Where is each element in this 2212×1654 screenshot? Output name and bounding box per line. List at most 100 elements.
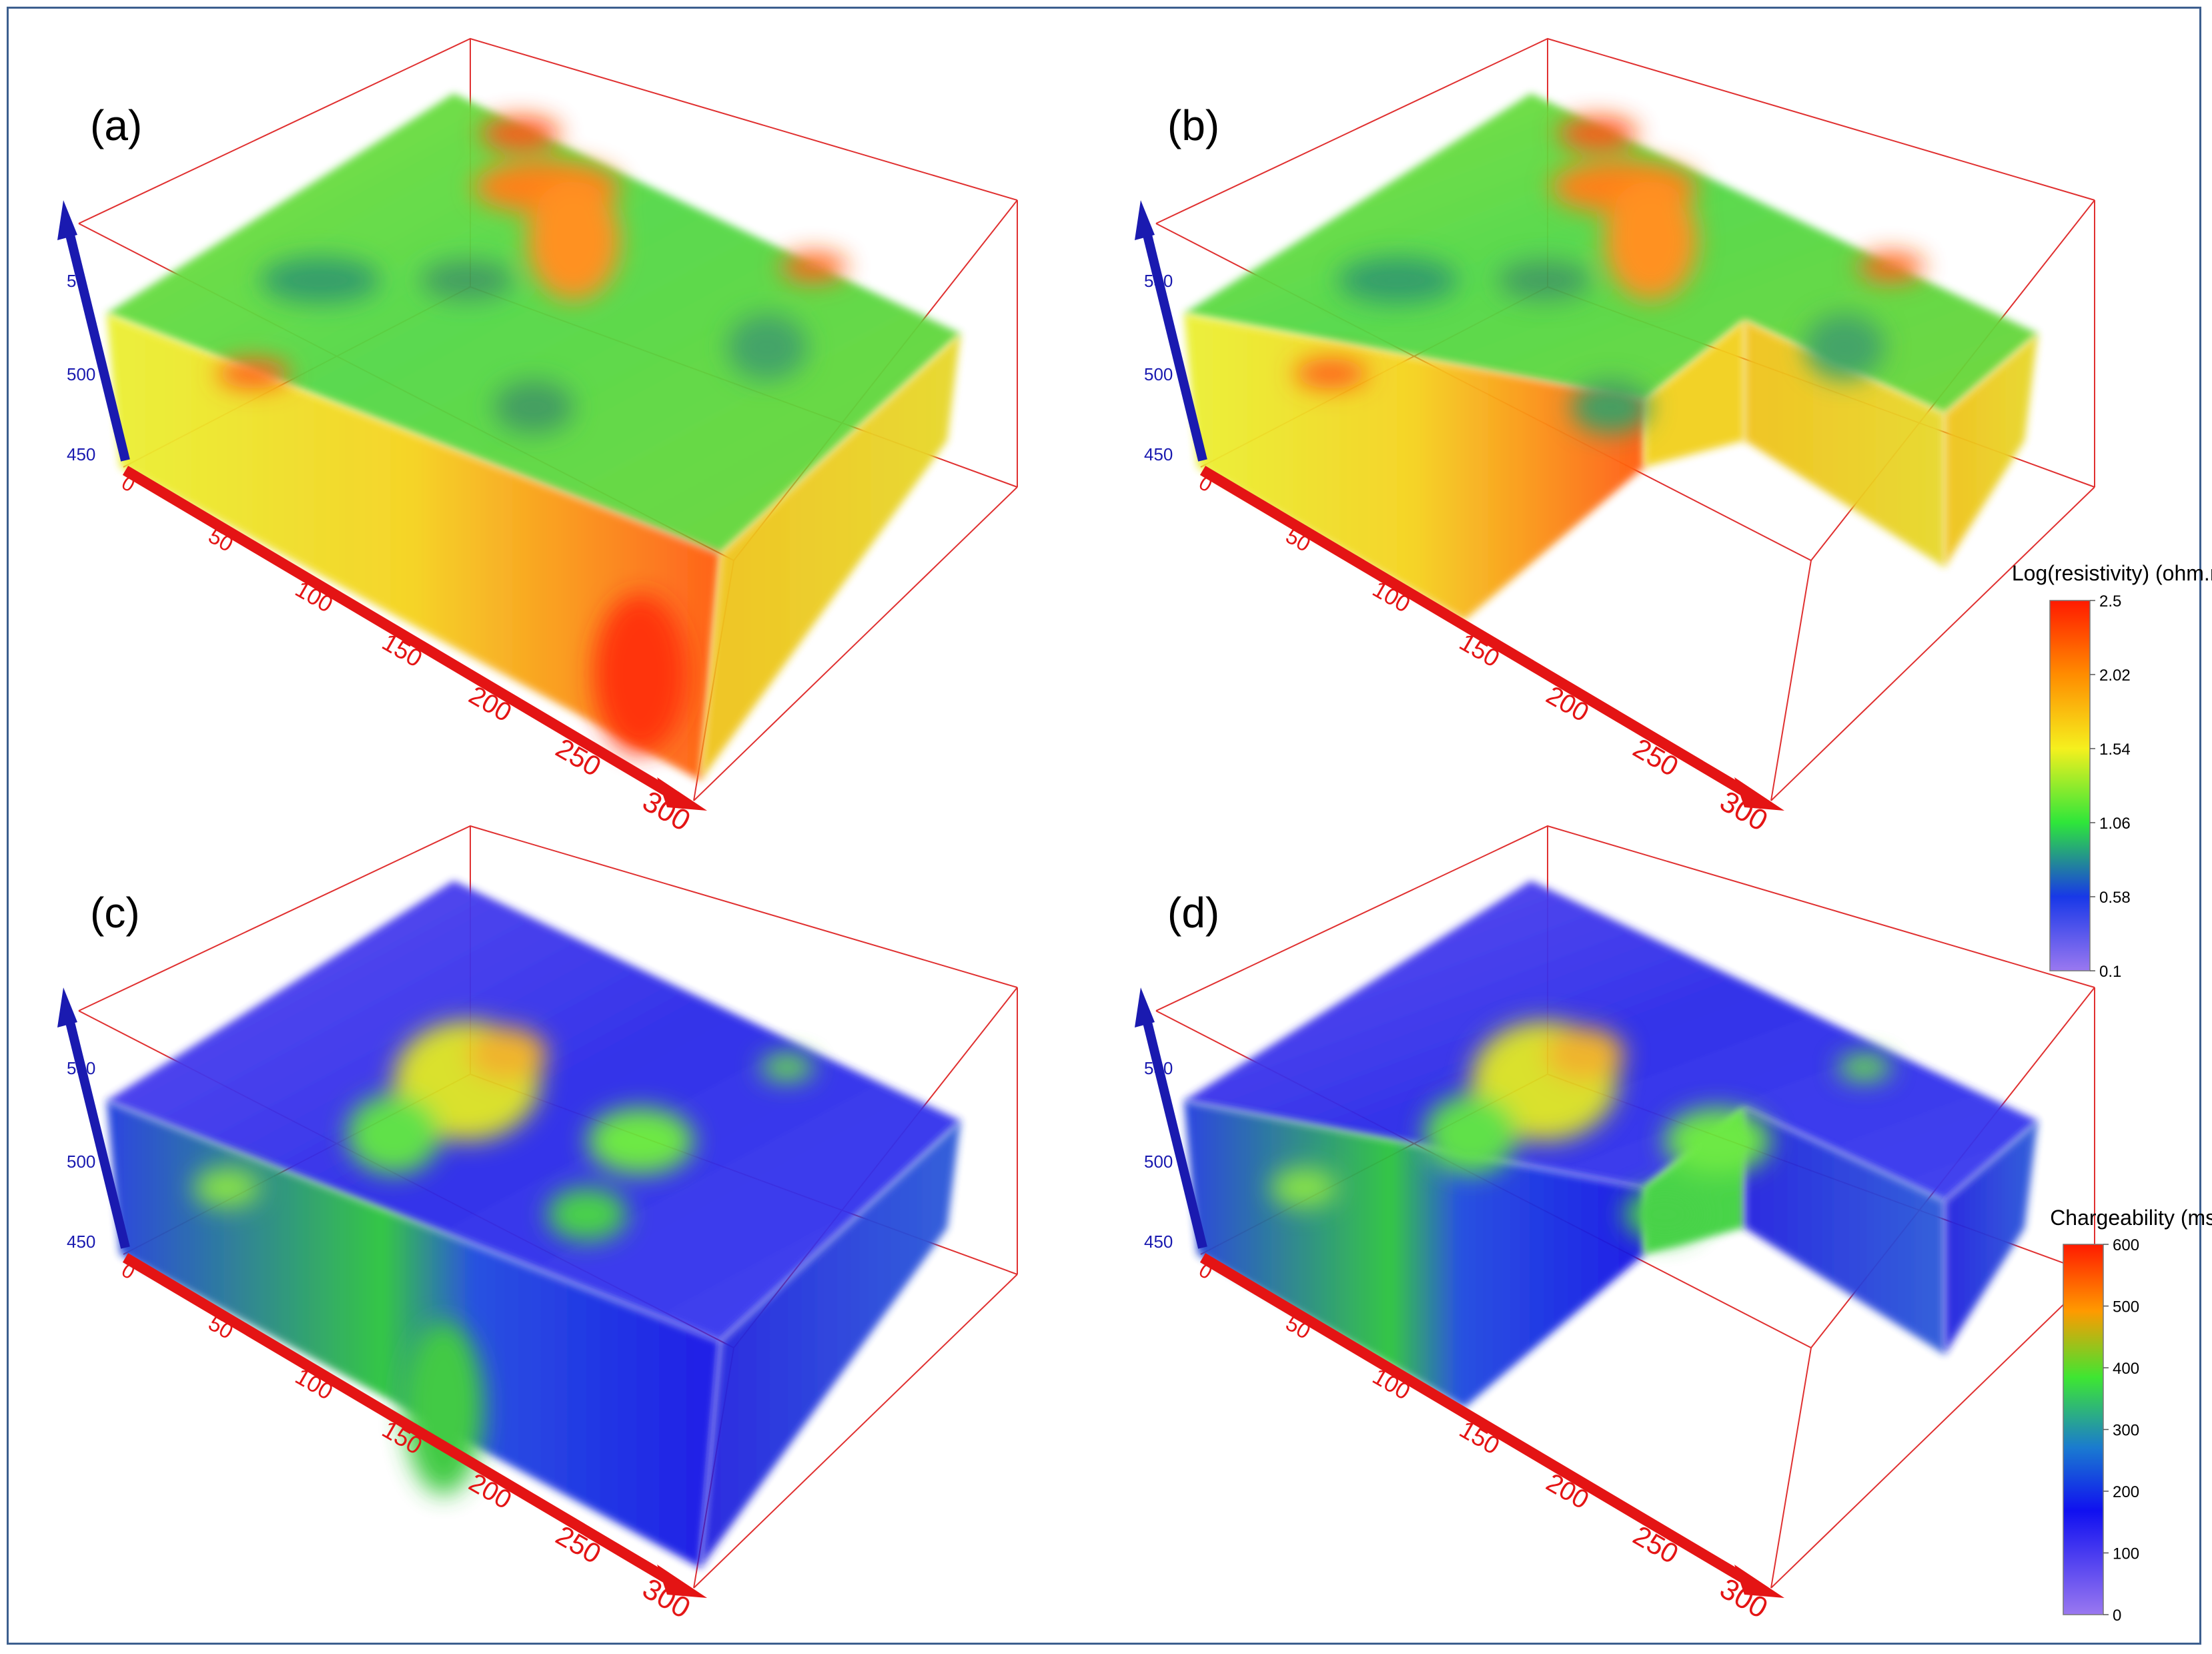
x-axis-arrowhead — [657, 1565, 707, 1598]
x-tick-label: 150 — [378, 628, 427, 672]
resistivity-volume — [1184, 93, 2038, 621]
bbox-bottom-right — [1770, 486, 2095, 801]
cutout-back-face — [1744, 320, 1945, 567]
resistivity-anomaly — [1337, 257, 1458, 304]
chargeability-volume — [1184, 881, 2038, 1408]
z-tick-label: 500 — [1144, 364, 1173, 384]
color-bar-tick-label: 2.5 — [2099, 592, 2121, 610]
chargeability-anomaly — [760, 1054, 814, 1081]
z-axis: 450 500 550 — [1135, 200, 1207, 464]
chargeability-anomaly — [1424, 1094, 1518, 1174]
resistivity-anomaly — [527, 180, 620, 300]
volume-side-face — [1945, 1121, 2038, 1354]
anomaly-blobs — [193, 1021, 814, 1495]
x-tick-label: 300 — [637, 1572, 696, 1625]
resistivity-anomaly — [1604, 180, 1698, 300]
x-axis-line — [122, 1253, 680, 1589]
z-tick-label: 550 — [1144, 1058, 1173, 1078]
color-bar-tick-label: 0 — [2113, 1607, 2121, 1625]
x-tick-label: 250 — [1628, 732, 1684, 782]
color-bar-tick-label: 500 — [2113, 1298, 2139, 1316]
x-tick-label: 100 — [291, 576, 337, 618]
x-tick-label: 0 — [1195, 1259, 1216, 1284]
x-axis-arrowhead — [657, 777, 707, 811]
resistivity-anomaly — [1804, 314, 1884, 380]
x-tick-label: 300 — [1714, 1572, 1773, 1625]
z-axis: 450 500 50 — [57, 200, 130, 464]
chargeability-anomaly — [193, 1168, 260, 1208]
chargeability-anomaly — [1271, 1168, 1337, 1208]
z-tick-label: 450 — [67, 444, 95, 464]
figure-frame — [7, 7, 2201, 1645]
x-tick-label: 200 — [1542, 1468, 1594, 1515]
z-tick-label: 500 — [67, 1152, 95, 1172]
volume-side-face — [1945, 334, 2038, 567]
resistivity-anomaly — [594, 594, 687, 754]
x-tick-label: 250 — [551, 1519, 607, 1569]
x-tick-label: 200 — [464, 1468, 517, 1515]
x-tick-label: 300 — [1714, 785, 1773, 837]
volume-side-face — [700, 334, 961, 781]
chargeability-anomaly — [547, 1188, 627, 1241]
z-tick-label: 550 — [67, 1058, 95, 1078]
volume-top-face — [107, 881, 961, 1341]
volume-front-face — [107, 314, 720, 781]
resistivity-legend: Log(resistivity) (ohm.m) 2.5 2.02 1.54 1.06 0… — [2012, 561, 2212, 981]
z-axis-arrowhead — [1135, 987, 1155, 1027]
z-axis-arrowhead — [57, 987, 77, 1027]
z-tick-label: 450 — [1144, 444, 1173, 464]
resistivity-anomaly — [480, 117, 560, 150]
chargeability-anomaly — [1544, 1027, 1624, 1081]
chargeability-legend: Chargeability (ms) 600 500 400 300 200 100 0 — [2050, 1206, 2212, 1625]
cutout-back-face — [1744, 1108, 1945, 1354]
bbox-bottom-right — [693, 1274, 1018, 1589]
color-bar-tick-label: 600 — [2113, 1236, 2139, 1254]
z-tick-label: 550 — [1144, 271, 1173, 291]
resistivity-volume — [107, 93, 961, 781]
z-axis-line — [1141, 1013, 1207, 1249]
color-bar-tick-label: 100 — [2113, 1545, 2139, 1563]
z-tick-label: 450 — [67, 1232, 95, 1252]
x-axis-line — [1199, 466, 1758, 802]
color-bar-tick-label: 300 — [2113, 1422, 2139, 1440]
color-bar-tick-label: 0.58 — [2099, 889, 2131, 907]
legend-title: Log(resistivity) (ohm.m) — [2012, 561, 2212, 585]
x-tick-label: 250 — [551, 732, 607, 782]
bbox-front-vertical — [1770, 560, 1812, 801]
color-bar-tick-label: 200 — [2113, 1483, 2139, 1501]
x-tick-label: 0 — [1195, 472, 1216, 496]
chargeability-anomaly — [1624, 1188, 1704, 1241]
resistivity-anomaly — [1498, 260, 1591, 300]
color-bar — [2063, 1244, 2104, 1615]
chargeability-anomaly — [347, 1094, 440, 1174]
anomaly-blobs — [1294, 117, 1924, 434]
resistivity-anomaly — [780, 252, 847, 282]
z-tick-label: 500 — [67, 364, 95, 384]
z-axis: 450 500 550 — [1135, 987, 1207, 1252]
bbox-bottom-right — [1770, 1274, 2095, 1589]
volume-side-face — [700, 1121, 961, 1568]
z-axis-arrowhead — [57, 200, 77, 240]
z-axis-line — [63, 226, 130, 462]
chargeability-anomaly — [1838, 1054, 1891, 1081]
resistivity-anomaly — [217, 359, 290, 388]
resistivity-anomaly — [260, 257, 380, 304]
x-tick-label: 0 — [118, 472, 139, 496]
z-axis-line — [63, 1013, 130, 1249]
cutout-inner-face — [1644, 320, 1744, 467]
color-bar — [2049, 600, 2091, 971]
z-axis: 450 500 550 — [57, 987, 130, 1252]
color-bar-tick-label: 2.02 — [2099, 667, 2131, 685]
color-bar-tick-label: 1.54 — [2099, 741, 2131, 759]
x-tick-label: 200 — [1542, 681, 1594, 728]
x-tick-label: 0 — [118, 1259, 139, 1284]
x-tick-label: 100 — [291, 1364, 337, 1405]
chargeability-anomaly — [1664, 1108, 1771, 1174]
z-tick-label: 450 — [1144, 1232, 1173, 1252]
panel-label: (d) — [1167, 889, 1219, 937]
color-bar-tick-label: 0.1 — [2099, 963, 2121, 981]
x-axis-arrowhead — [1734, 777, 1784, 811]
